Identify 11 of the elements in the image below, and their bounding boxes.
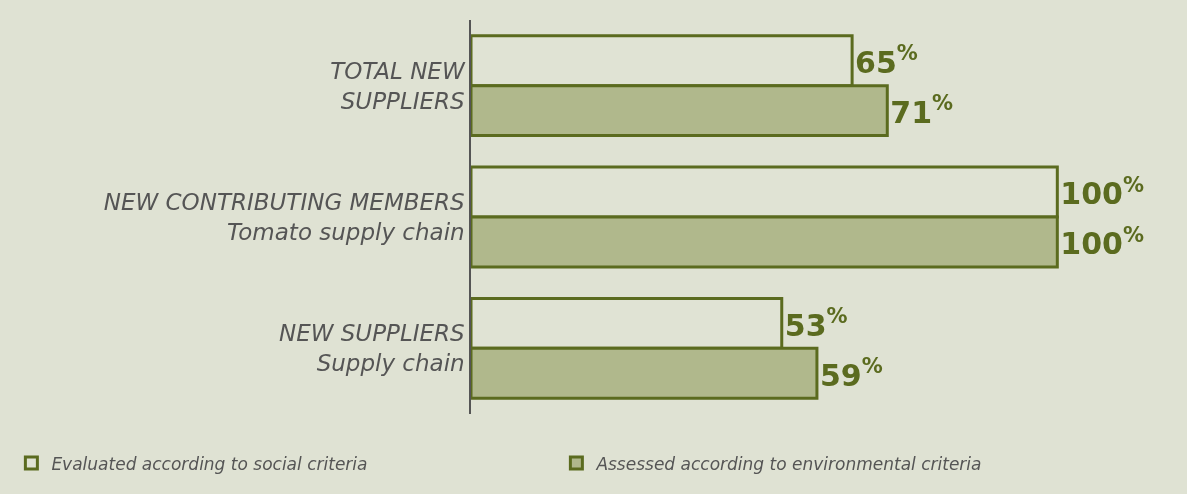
data-label: 100$^{%}$ [1060,172,1144,212]
y-tick-label: NEW CONTRIBUTING MEMBERS Tomato supply chain [103,189,465,245]
data-label: 71$^{%}$ [890,91,954,130]
y-tick-label: NEW SUPPLIERS Supply chain [278,320,465,377]
legend-label: Assessed according to environmental criteria [595,453,982,474]
data-label: 65$^{%}$ [855,41,918,81]
y-tick-label: TOTAL NEW SUPPLIERS [330,57,466,114]
data-label: 100$^{%}$ [1060,222,1144,262]
data-label: 53$^{%}$ [784,304,848,343]
data-label: 59$^{%}$ [819,353,883,393]
legend-label: Evaluated according to social criteria [51,453,368,474]
